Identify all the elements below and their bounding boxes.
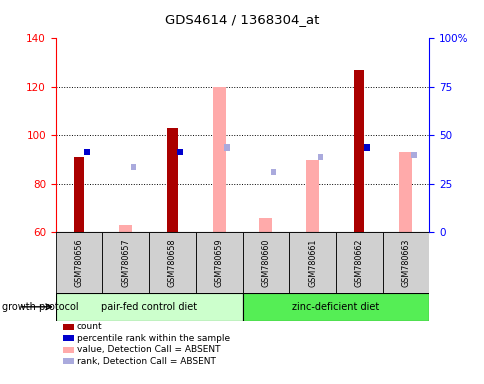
Bar [398, 152, 411, 232]
Bar [259, 218, 272, 232]
Text: value, Detection Call = ABSENT: value, Detection Call = ABSENT [76, 345, 220, 354]
Bar [242, 232, 288, 294]
Text: count: count [76, 322, 102, 331]
Text: GSM780656: GSM780656 [75, 239, 83, 287]
Bar [56, 293, 242, 321]
Bar [363, 144, 369, 151]
Bar [131, 164, 136, 170]
Bar [56, 232, 102, 294]
Bar [149, 232, 196, 294]
Bar [382, 232, 428, 294]
Bar [102, 232, 149, 294]
Text: GSM780663: GSM780663 [401, 239, 409, 287]
Bar [167, 128, 177, 232]
Text: rank, Detection Call = ABSENT: rank, Detection Call = ABSENT [76, 357, 215, 366]
Bar [212, 87, 225, 232]
Bar [271, 169, 276, 175]
Bar [410, 152, 416, 158]
Text: percentile rank within the sample: percentile rank within the sample [76, 334, 229, 343]
Text: pair-fed control diet: pair-fed control diet [101, 302, 197, 312]
Text: GSM780657: GSM780657 [121, 239, 130, 287]
Bar [177, 149, 182, 156]
Text: growth protocol: growth protocol [2, 302, 79, 312]
Bar [84, 149, 90, 156]
Bar [353, 70, 363, 232]
Bar [305, 160, 318, 232]
Text: zinc-deficient diet: zinc-deficient diet [292, 302, 378, 312]
Text: GSM780660: GSM780660 [261, 239, 270, 287]
Bar [196, 232, 242, 294]
Bar [74, 157, 84, 232]
Bar [317, 154, 322, 160]
Text: GSM780661: GSM780661 [307, 239, 317, 287]
Text: GSM780662: GSM780662 [354, 239, 363, 287]
Bar [288, 232, 335, 294]
Bar [335, 232, 382, 294]
Text: GDS4614 / 1368304_at: GDS4614 / 1368304_at [165, 13, 319, 26]
Text: GSM780659: GSM780659 [214, 239, 223, 287]
Bar [224, 144, 229, 151]
Bar [119, 225, 132, 232]
Text: GSM780658: GSM780658 [167, 239, 177, 287]
Bar [242, 293, 428, 321]
